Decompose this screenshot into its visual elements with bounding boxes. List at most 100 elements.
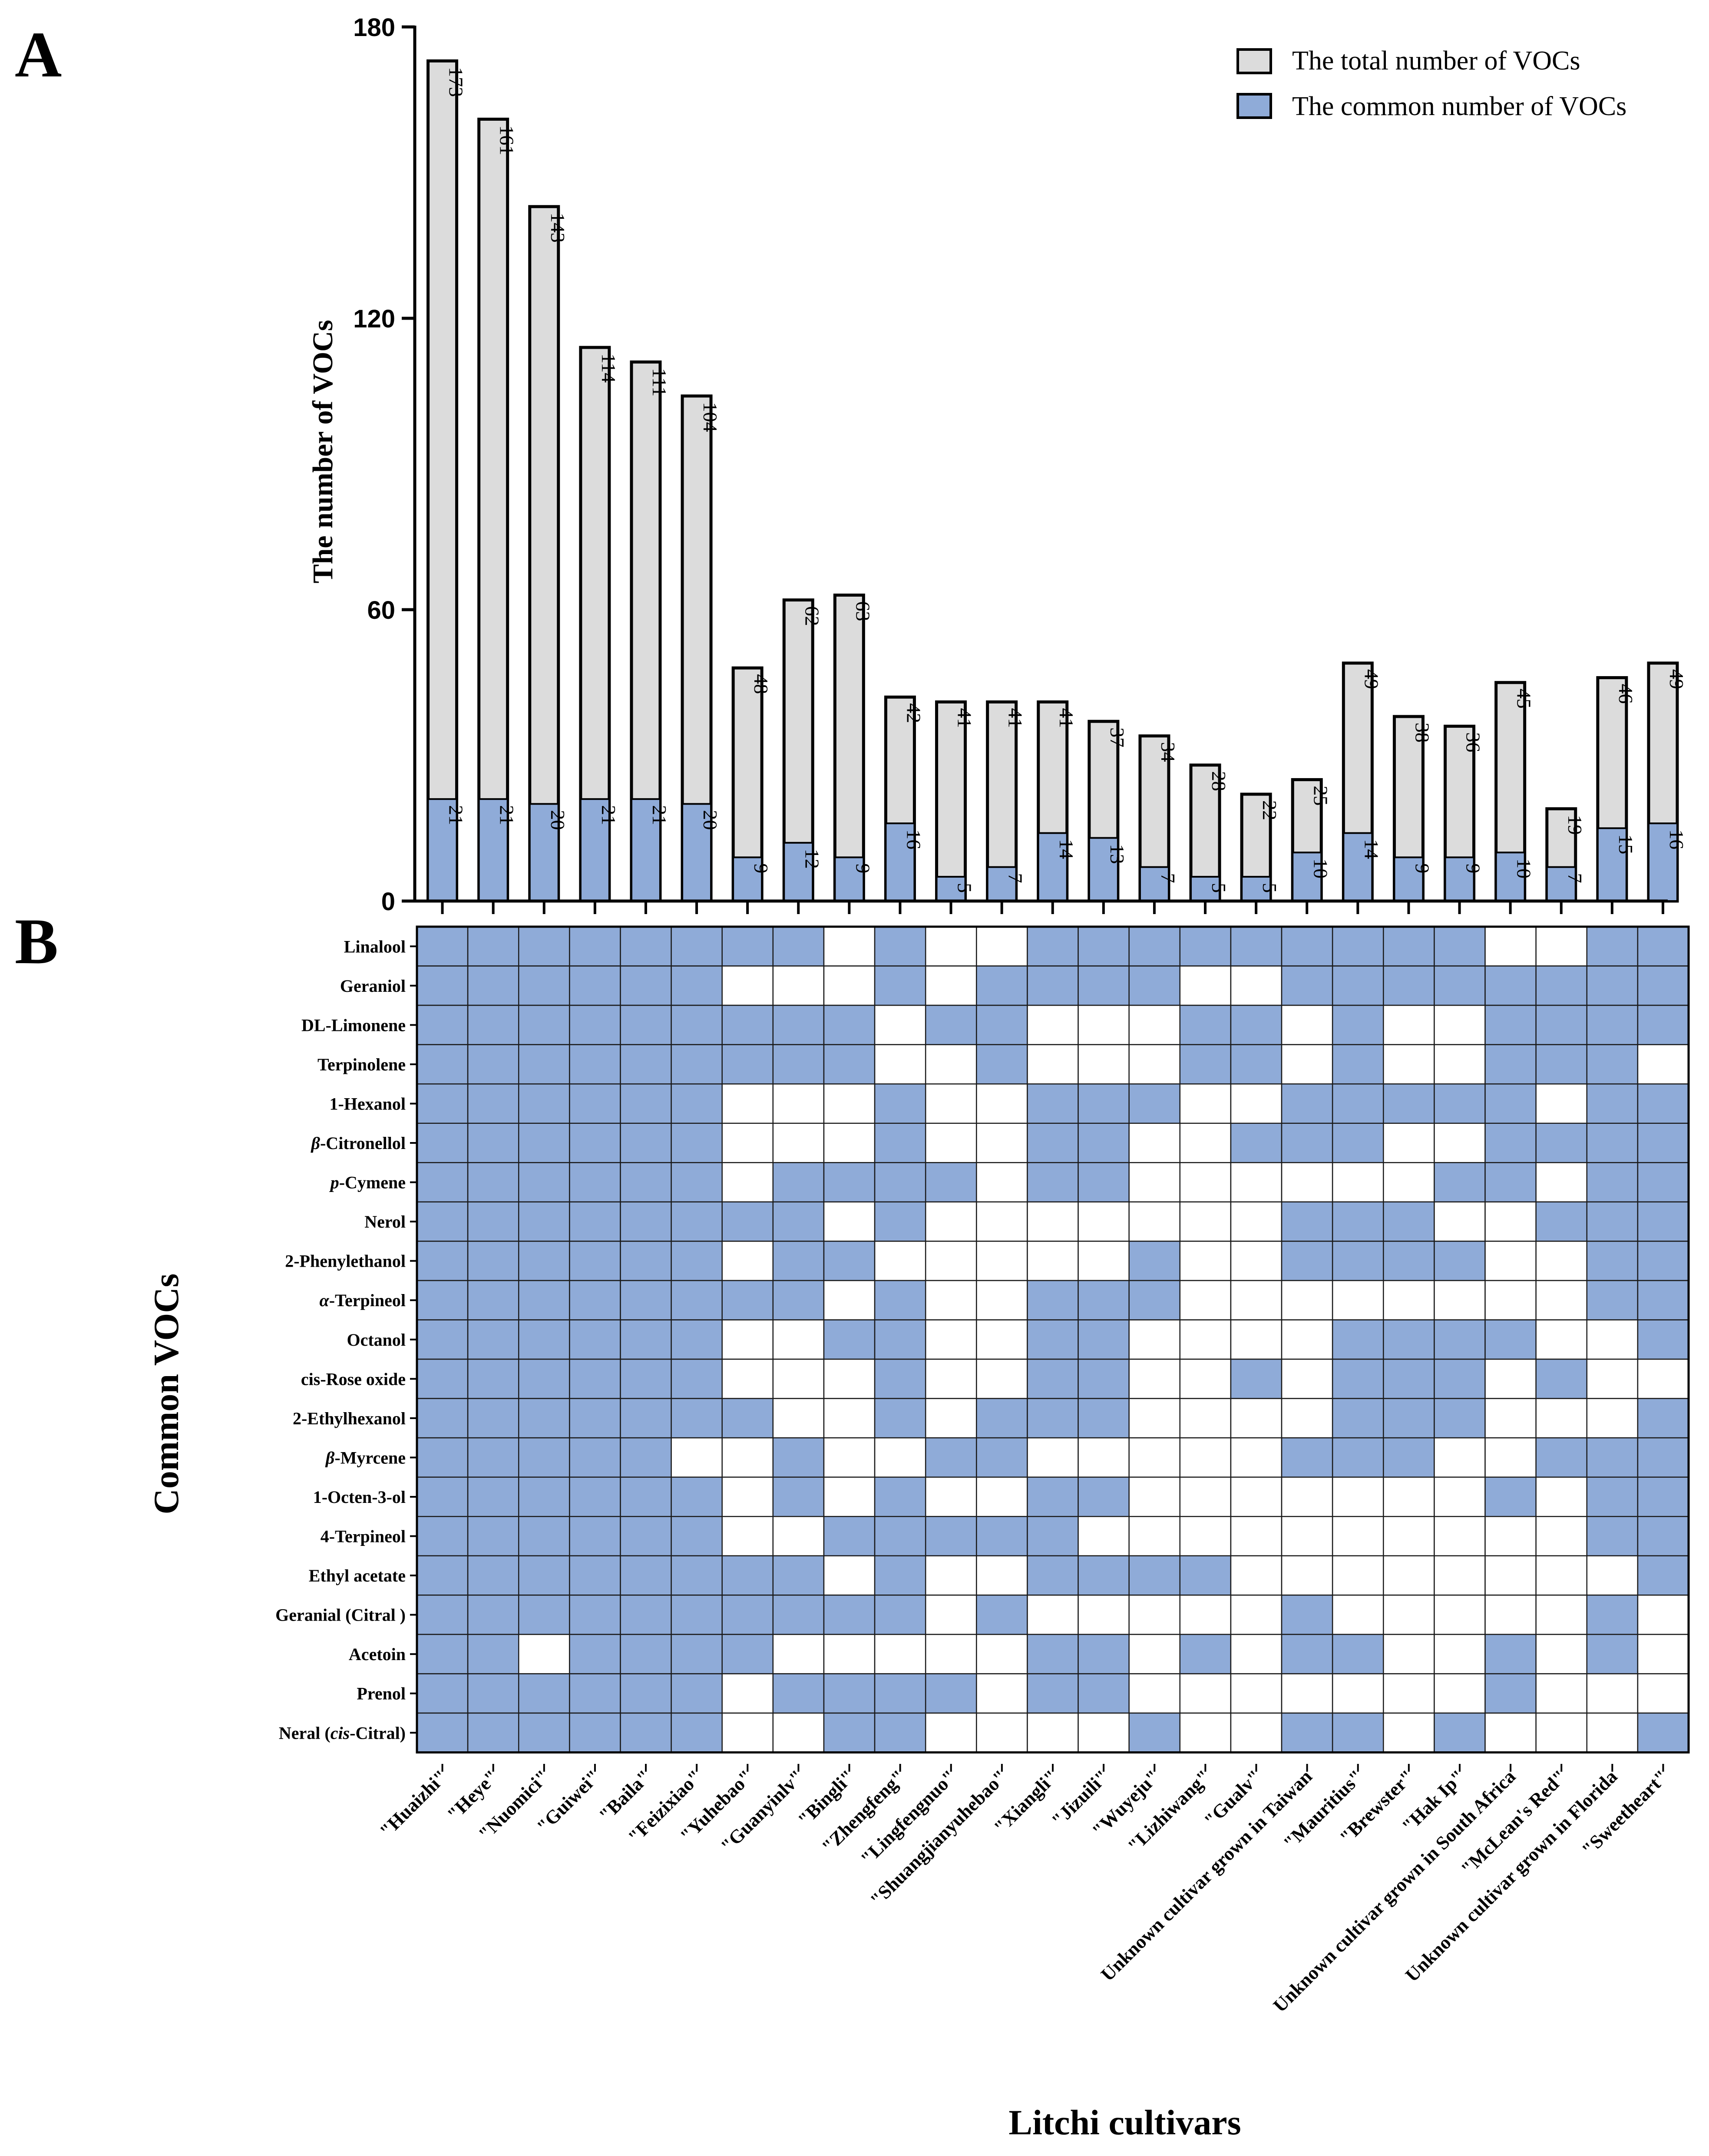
- heatmap-cell: [1281, 1673, 1333, 1714]
- heatmap-cell: [1383, 1358, 1435, 1399]
- bar-total: [528, 205, 560, 903]
- heatmap-cell: [874, 1123, 926, 1163]
- heatmap-cell: [1383, 1437, 1435, 1478]
- heatmap-cell: [1434, 1634, 1486, 1674]
- heatmap-cell: [518, 1634, 570, 1674]
- heatmap-cell: [925, 1398, 977, 1439]
- heatmap-cell: [1281, 926, 1333, 967]
- heatmap-cell: [1281, 1162, 1333, 1203]
- heatmap-cell: [416, 1280, 469, 1321]
- heatmap-cell: [671, 1319, 723, 1360]
- heatmap-cell: [823, 1004, 876, 1045]
- heatmap-cell: [671, 1476, 723, 1517]
- heatmap-cell: [569, 965, 621, 1006]
- heatmap-cell: [772, 1004, 825, 1045]
- heatmap-cell: [1281, 1634, 1333, 1674]
- heatmap-cell: [925, 1241, 977, 1281]
- heatmap-cell: [976, 1634, 1028, 1674]
- heatmap-cell: [1332, 1004, 1384, 1045]
- heatmap-cell: [1078, 1123, 1130, 1163]
- heatmap-cell: [1128, 1162, 1181, 1203]
- panel-label-b: B: [15, 905, 58, 977]
- heatmap-cell: [620, 1358, 672, 1399]
- heatmap-cell: [1027, 1358, 1079, 1399]
- heatmap-cell: [1078, 1162, 1130, 1203]
- heatmap-cell: [620, 1634, 672, 1674]
- row-label: 2-Ethylhexanol: [293, 1409, 406, 1428]
- row-label: Neral (cis-Citral): [279, 1723, 406, 1743]
- heatmap-cell: [1281, 1476, 1333, 1517]
- bar-total-label: 41: [954, 708, 976, 728]
- heatmap-cell: [416, 1319, 469, 1360]
- bar-common-label: 21: [445, 805, 467, 825]
- heatmap-cell: [620, 1083, 672, 1124]
- heatmap-cell: [1535, 1516, 1588, 1557]
- heatmap-cell: [467, 1280, 519, 1321]
- heatmap-cell: [1230, 1358, 1283, 1399]
- heatmap-cell: [721, 1004, 774, 1045]
- row-label: 2-Phenylethanol: [285, 1251, 406, 1271]
- bar-common: [681, 803, 712, 902]
- heatmap-cell: [772, 1201, 825, 1242]
- heatmap-cell: [1484, 1123, 1537, 1163]
- heatmap-cell: [671, 1516, 723, 1557]
- heatmap-cell: [1637, 1004, 1689, 1045]
- heatmap-cell: [569, 1516, 621, 1557]
- heatmap-cell: [671, 1123, 723, 1163]
- heatmap-cell: [1027, 1201, 1079, 1242]
- heatmap-cell: [772, 926, 825, 967]
- heatmap-cell: [1332, 1476, 1384, 1517]
- heatmap-cell: [1434, 1398, 1486, 1439]
- heatmap-cell: [874, 1044, 926, 1085]
- heatmap-cell: [518, 1241, 570, 1281]
- heatmap-cell: [1078, 1555, 1130, 1596]
- heatmap-cell: [1281, 1437, 1333, 1478]
- heatmap-cell: [518, 1201, 570, 1242]
- heatmap-cell: [721, 1044, 774, 1085]
- heatmap-cell: [671, 1162, 723, 1203]
- heatmap-cell: [1383, 1044, 1435, 1085]
- heatmap-cell: [1637, 1437, 1689, 1478]
- heatmap-cell: [518, 1712, 570, 1753]
- heatmap-cell: [721, 1241, 774, 1281]
- heatmap-cell: [772, 1083, 825, 1124]
- heatmap-cell: [925, 1673, 977, 1714]
- heatmap-cell: [874, 1083, 926, 1124]
- heatmap-cell: [1281, 1398, 1333, 1439]
- heatmap-cell: [1128, 965, 1181, 1006]
- heatmap-cell: [1586, 1280, 1639, 1321]
- bar-common-label: 21: [598, 805, 620, 825]
- heatmap-cell: [1332, 1555, 1384, 1596]
- heatmap-cell: [874, 1201, 926, 1242]
- bar-common-label: 15: [1615, 834, 1637, 854]
- bar-common: [1190, 876, 1221, 902]
- heatmap-cell: [823, 1280, 876, 1321]
- heatmap-cell: [1535, 1241, 1588, 1281]
- heatmap-cell: [976, 1280, 1028, 1321]
- heatmap-cell: [721, 1516, 774, 1557]
- bar-total-label: 41: [1055, 708, 1078, 728]
- heatmap-cell: [1128, 1437, 1181, 1478]
- row-label: Octanol: [347, 1330, 406, 1350]
- heatmap-cell: [1230, 1083, 1283, 1124]
- heatmap-cell: [1128, 1201, 1181, 1242]
- heatmap-cell: [620, 1044, 672, 1085]
- heatmap-cell: [772, 1162, 825, 1203]
- heatmap-cell: [569, 1280, 621, 1321]
- heatmap-cell: [721, 1162, 774, 1203]
- bar-common-label: 5: [1208, 883, 1230, 893]
- heatmap-cell: [1535, 1280, 1588, 1321]
- heatmap-cell: [518, 1437, 570, 1478]
- heatmap-cell: [416, 1634, 469, 1674]
- heatmap-cell: [976, 1555, 1028, 1596]
- bar-common-label: 10: [1309, 858, 1332, 878]
- heatmap-cell: [467, 1437, 519, 1478]
- bar-common-label: 13: [1106, 844, 1128, 864]
- heatmap-cell: [1383, 965, 1435, 1006]
- bar-common: [579, 798, 610, 902]
- heatmap-cell: [1332, 1712, 1384, 1753]
- heatmap-cell: [416, 1476, 469, 1517]
- heatmap-cell: [925, 1634, 977, 1674]
- heatmap-cell: [620, 1319, 672, 1360]
- heatmap-cell: [1383, 1083, 1435, 1124]
